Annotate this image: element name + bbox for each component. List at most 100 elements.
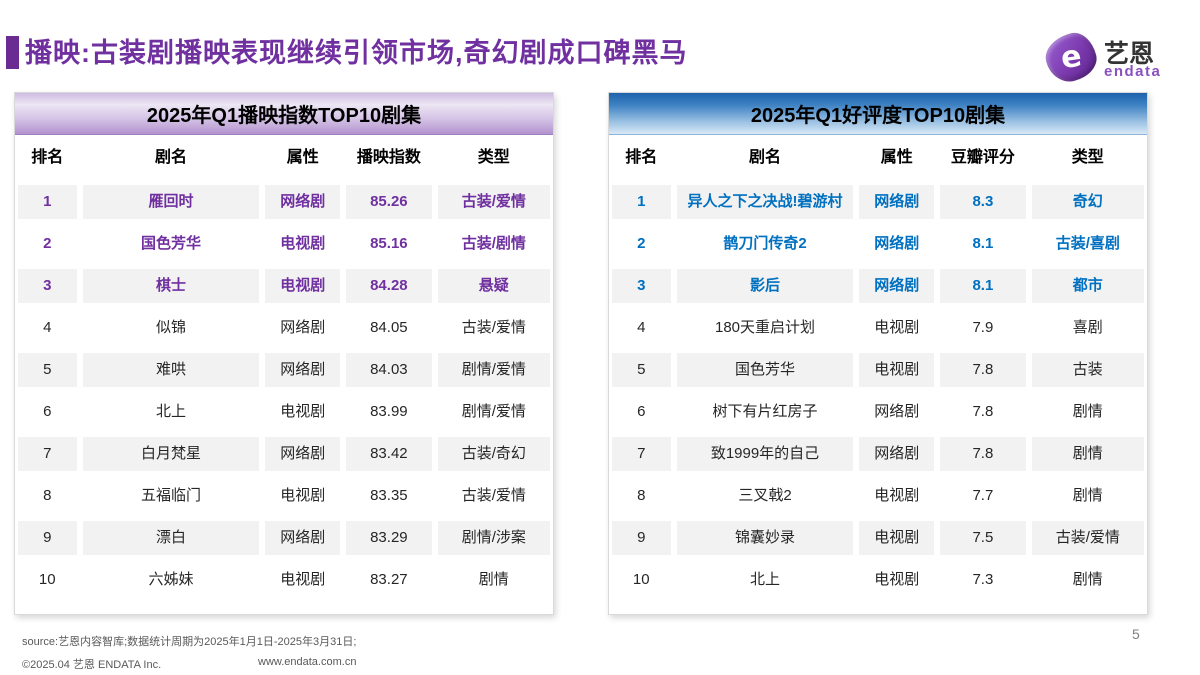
rank-cell: 5 bbox=[609, 349, 674, 391]
rank-cell: 4 bbox=[637, 319, 646, 337]
score-cell: 8.1 bbox=[972, 235, 994, 253]
attribute-cell: 电视剧 bbox=[280, 571, 326, 589]
score-cell: 84.03 bbox=[343, 349, 435, 391]
score-cell: 83.35 bbox=[370, 487, 408, 505]
column-header-row: 排名 剧名 属性 播映指数 类型 bbox=[15, 135, 553, 181]
rank-cell: 1 bbox=[15, 181, 80, 223]
table-title: 2025年Q1播映指数TOP10剧集 bbox=[15, 93, 553, 135]
attribute-cell: 电视剧 bbox=[280, 235, 326, 253]
attribute-cell: 网络剧 bbox=[856, 433, 938, 475]
rank-cell: 10 bbox=[632, 571, 650, 589]
genre-cell: 都市 bbox=[1028, 265, 1147, 307]
table-row: 2 国色芳华 电视剧 85.16 古装/剧情 bbox=[15, 223, 553, 265]
rank-cell: 8 bbox=[637, 487, 646, 505]
score-cell: 85.16 bbox=[370, 235, 408, 253]
footer-source: source:艺恩内容智库;数据统计周期为2025年1月1日-2025年3月31… bbox=[22, 636, 357, 648]
footer-website: www.endata.com.cn bbox=[258, 656, 357, 668]
table-body: 1 异人之下之决战!碧游村 网络剧 8.3 奇幻 2 鹊刀门传奇2 网络剧 8.1 古装/喜剧 3 影… bbox=[609, 181, 1147, 601]
table-row: 4 180天重启计划 电视剧 7.9 喜剧 bbox=[609, 307, 1147, 349]
rank-cell: 7 bbox=[15, 433, 80, 475]
rank-cell: 1 bbox=[609, 181, 674, 223]
genre-cell: 剧情 bbox=[1028, 433, 1147, 475]
title-cell: 似锦 bbox=[155, 319, 186, 337]
rank-cell: 8 bbox=[43, 487, 52, 505]
attribute-cell: 电视剧 bbox=[280, 487, 326, 505]
score-cell: 84.05 bbox=[370, 319, 408, 337]
title-cell: 三叉戟2 bbox=[738, 487, 792, 505]
genre-cell: 剧情 bbox=[1072, 571, 1103, 589]
genre-cell: 古装/爱情 bbox=[461, 487, 526, 505]
rank-cell: 6 bbox=[43, 403, 52, 421]
logo-name-cn: 艺恩 bbox=[1104, 40, 1155, 68]
score-cell: 7.9 bbox=[972, 319, 994, 337]
genre-cell: 古装/喜剧 bbox=[1055, 235, 1120, 253]
column-header: 剧名 bbox=[154, 148, 187, 166]
title-cell: 国色芳华 bbox=[673, 349, 857, 391]
table-row: 1 异人之下之决战!碧游村 网络剧 8.3 奇幻 bbox=[609, 181, 1147, 223]
table-row: 7 白月梵星 网络剧 83.42 古装/奇幻 bbox=[15, 433, 553, 475]
title-cell: 棋士 bbox=[79, 265, 263, 307]
score-cell: 85.26 bbox=[343, 181, 435, 223]
table-row: 3 棋士 电视剧 84.28 悬疑 bbox=[15, 265, 553, 307]
column-header: 剧名 bbox=[748, 148, 781, 166]
column-header: 排名 bbox=[31, 148, 64, 166]
score-cell: 7.8 bbox=[972, 403, 994, 421]
genre-cell: 剧情 bbox=[478, 571, 509, 589]
footer-copyright: ©2025.04 艺恩 ENDATA Inc. bbox=[22, 659, 162, 671]
score-cell: 7.8 bbox=[937, 433, 1029, 475]
table-row: 3 影后 网络剧 8.1 都市 bbox=[609, 265, 1147, 307]
table-row: 2 鹊刀门传奇2 网络剧 8.1 古装/喜剧 bbox=[609, 223, 1147, 265]
title-cell: 180天重启计划 bbox=[714, 319, 816, 337]
title-cell: 漂白 bbox=[79, 517, 263, 559]
attribute-cell: 电视剧 bbox=[874, 487, 920, 505]
attribute-cell: 电视剧 bbox=[874, 319, 920, 337]
title-cell: 难哄 bbox=[79, 349, 263, 391]
attribute-cell: 网络剧 bbox=[262, 433, 344, 475]
title-cell: 致1999年的自己 bbox=[673, 433, 857, 475]
column-header: 类型 bbox=[477, 148, 510, 166]
column-header: 属性 bbox=[286, 148, 319, 166]
attribute-cell: 网络剧 bbox=[262, 349, 344, 391]
rank-cell: 2 bbox=[637, 235, 646, 253]
title-cell: 影后 bbox=[673, 265, 857, 307]
title-cell: 异人之下之决战!碧游村 bbox=[673, 181, 857, 223]
title-cell: 树下有片红房子 bbox=[712, 403, 818, 421]
attribute-cell: 网络剧 bbox=[874, 235, 920, 253]
rank-cell: 3 bbox=[15, 265, 80, 307]
attribute-cell: 网络剧 bbox=[262, 517, 344, 559]
table-row: 5 难哄 网络剧 84.03 剧情/爱情 bbox=[15, 349, 553, 391]
rank-cell: 4 bbox=[43, 319, 52, 337]
table-row: 6 树下有片红房子 网络剧 7.8 剧情 bbox=[609, 391, 1147, 433]
title-cell: 锦囊妙录 bbox=[673, 517, 857, 559]
score-cell: 83.27 bbox=[370, 571, 408, 589]
genre-cell: 古装/奇幻 bbox=[434, 433, 553, 475]
title-cell: 六姊妹 bbox=[148, 571, 194, 589]
table-title: 2025年Q1好评度TOP10剧集 bbox=[609, 93, 1147, 135]
table-row: 4 似锦 网络剧 84.05 古装/爱情 bbox=[15, 307, 553, 349]
column-header: 豆瓣评分 bbox=[950, 148, 1015, 166]
score-cell: 8.3 bbox=[937, 181, 1029, 223]
title-cell: 五福临门 bbox=[140, 487, 201, 505]
score-cell: 7.8 bbox=[937, 349, 1029, 391]
table-row: 10 六姊妹 电视剧 83.27 剧情 bbox=[15, 559, 553, 601]
table-row: 5 国色芳华 电视剧 7.8 古装 bbox=[609, 349, 1147, 391]
title-accent-bar bbox=[6, 36, 19, 69]
attribute-cell: 电视剧 bbox=[262, 265, 344, 307]
title-cell: 北上 bbox=[155, 403, 186, 421]
score-cell: 83.99 bbox=[370, 403, 408, 421]
score-cell: 83.29 bbox=[343, 517, 435, 559]
genre-cell: 古装/爱情 bbox=[434, 181, 553, 223]
attribute-cell: 电视剧 bbox=[280, 403, 326, 421]
logo-e-glyph: e bbox=[1058, 38, 1084, 76]
table-row: 10 北上 电视剧 7.3 剧情 bbox=[609, 559, 1147, 601]
title-cell: 白月梵星 bbox=[79, 433, 263, 475]
rank-cell: 3 bbox=[609, 265, 674, 307]
column-header: 播映指数 bbox=[356, 148, 421, 166]
rank-cell: 7 bbox=[609, 433, 674, 475]
attribute-cell: 网络剧 bbox=[262, 181, 344, 223]
attribute-cell: 网络剧 bbox=[856, 181, 938, 223]
genre-cell: 古装/剧情 bbox=[461, 235, 526, 253]
table-body: 1 雁回时 网络剧 85.26 古装/爱情 2 国色芳华 电视剧 85.16 古装/剧情 3 棋士 电视… bbox=[15, 181, 553, 601]
attribute-cell: 网络剧 bbox=[280, 319, 326, 337]
